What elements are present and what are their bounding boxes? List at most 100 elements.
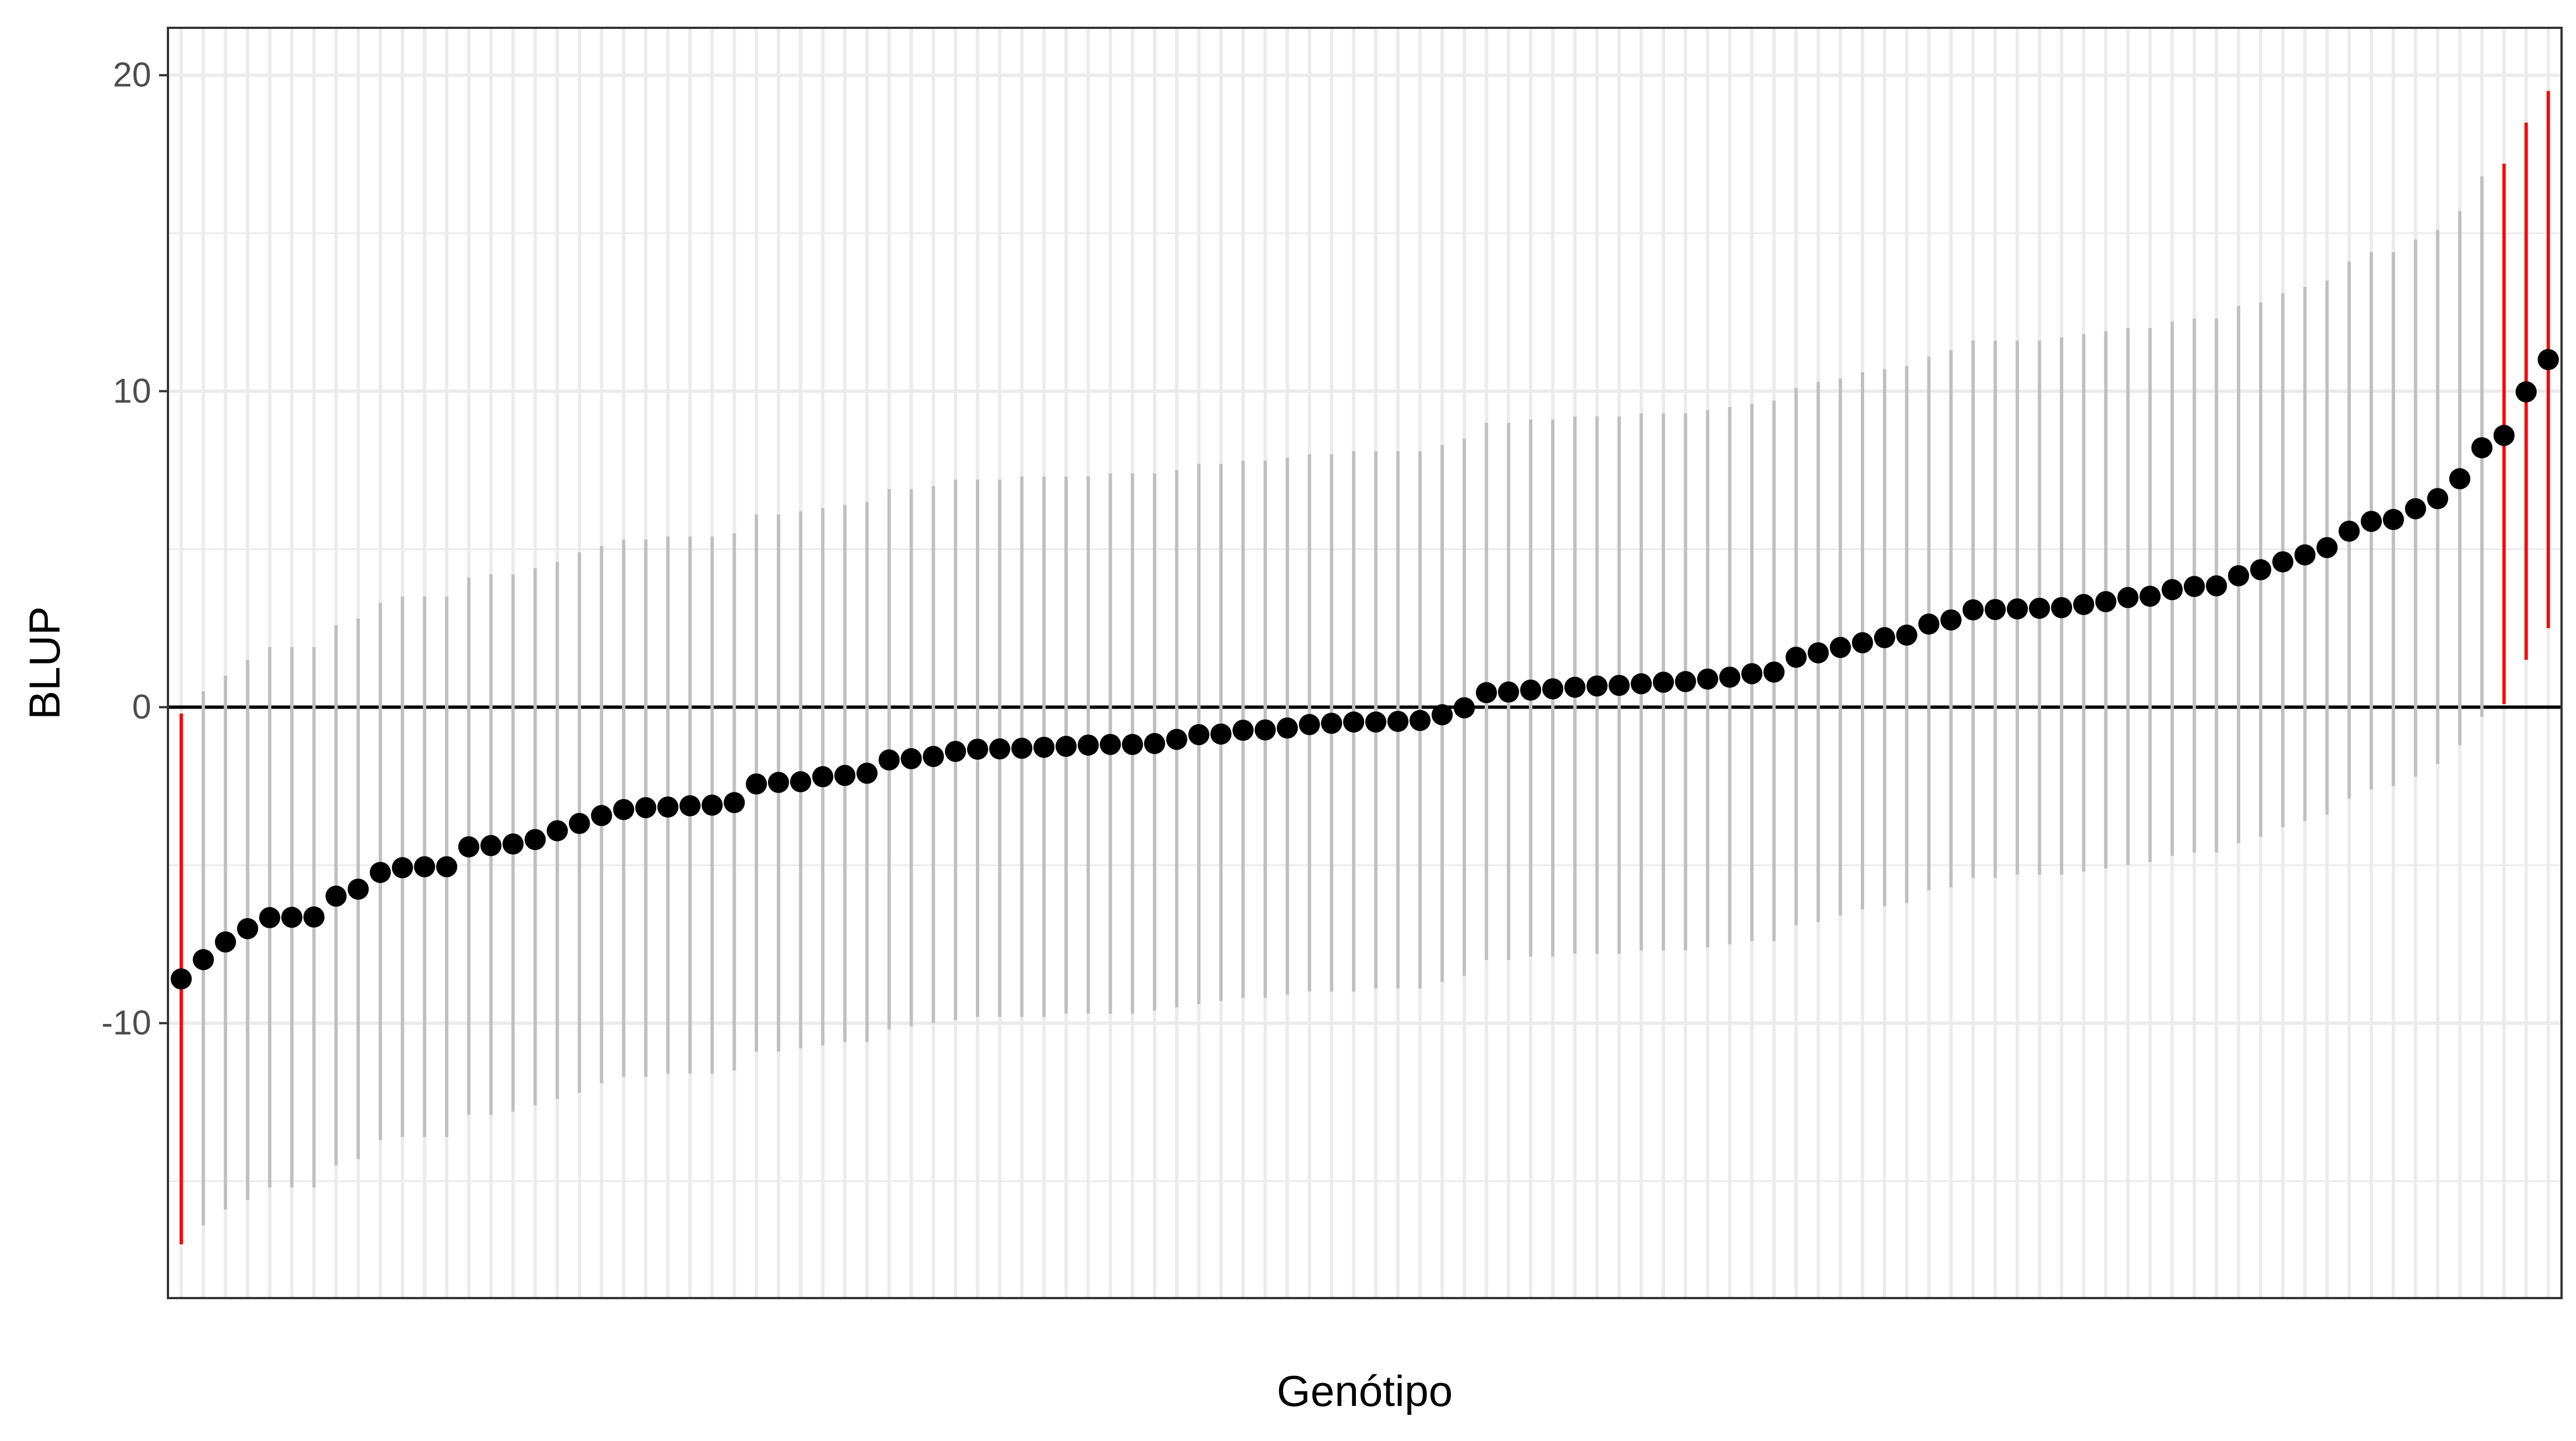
blup-point [2073,593,2094,615]
y-axis-title: BLUP [20,606,69,720]
blup-points [170,349,2559,990]
blup-point [1940,609,1962,631]
blup-point [215,931,236,953]
blup-point [502,833,524,855]
blup-point [613,799,635,820]
blup-point [2228,565,2250,587]
blup-point [1719,666,1741,688]
blup-point [834,765,856,786]
blup-point [1232,720,1254,741]
blup-point [1431,704,1453,726]
blup-point [591,805,612,826]
blup-point [1962,599,1984,621]
blup-point [2051,597,2073,618]
blup-point [1631,673,1652,695]
blup-point [568,813,590,834]
blup-point [1984,598,2006,620]
blup-point [967,739,988,760]
blup-point [1918,613,1940,635]
blup-point [1033,736,1055,758]
blup-point [414,856,435,878]
blup-point [192,949,214,970]
blup-point [369,861,391,883]
blup-point [701,794,723,816]
blup-point [1564,676,1586,698]
blup-point [1210,723,1232,745]
blup-point [480,835,502,856]
blup-point [2029,597,2050,619]
y-tick-label: 20 [113,56,151,95]
blup-point [1498,681,1519,703]
blup-point [2316,537,2338,558]
blup-point [1520,679,1542,701]
blup-point [2471,437,2493,459]
blup-point [1675,671,1696,692]
blup-point [1166,729,1187,750]
blup-point [724,792,745,814]
blup-point [2272,551,2293,573]
blup-point [436,856,458,878]
blup-point [878,749,900,771]
blup-point [2538,349,2559,370]
blup-point [170,968,192,990]
blup-point [1608,675,1630,696]
blup-point [392,857,413,879]
blup-point [1099,734,1121,755]
blup-point [1387,711,1409,732]
y-axis: -10 0 10 20 [101,56,168,1042]
blup-point [1254,719,1276,741]
blup-point [1830,637,1851,658]
y-tick-label: 0 [132,688,151,726]
blup-point [303,906,325,928]
blup-point [259,907,280,928]
y-tick-label: -10 [101,1004,151,1042]
blup-point [1852,632,1874,653]
blup-point [237,918,259,939]
blup-point [1807,642,1829,663]
blup-point [2515,381,2537,403]
blup-point [767,771,789,793]
blup-point [2161,579,2183,601]
blup-point [281,907,303,928]
blup-point [2493,424,2515,446]
blup-point [746,773,767,795]
blup-point [1697,668,1718,690]
panel-border [167,27,2563,1299]
blup-point [1896,625,1918,646]
blup-point [1653,671,1675,693]
blup-point [900,748,922,770]
blup-point [2117,587,2139,608]
blup-point [1409,710,1431,731]
blup-point [1586,675,1608,697]
blup-point [1011,737,1033,759]
blup-point [635,797,657,819]
blup-point [1542,678,1564,700]
blup-point [2250,559,2272,581]
blup-point [524,829,546,850]
blup-point [989,738,1010,760]
blup-point [1741,663,1763,685]
blup-point [1122,734,1143,755]
blup-point [2339,521,2360,542]
blup-point [679,795,701,816]
blup-point [1077,734,1099,756]
blup-point [812,766,834,788]
blup-point [2183,576,2205,597]
blup-point [547,820,568,841]
blup-point [2294,544,2316,566]
blup-point [2139,586,2161,607]
blup-point [2427,488,2449,509]
blup-point [1276,717,1298,739]
blup-point [1299,714,1320,735]
blup-point [1365,711,1386,733]
blup-point [2360,511,2382,532]
blup-point [1763,661,1785,683]
blup-point [1475,682,1497,704]
blup-point [945,741,967,762]
blup-point [348,878,369,900]
blup-point [2405,498,2426,519]
blup-point [325,885,347,907]
blup-point [1454,697,1475,719]
blup-point [1343,711,1365,733]
